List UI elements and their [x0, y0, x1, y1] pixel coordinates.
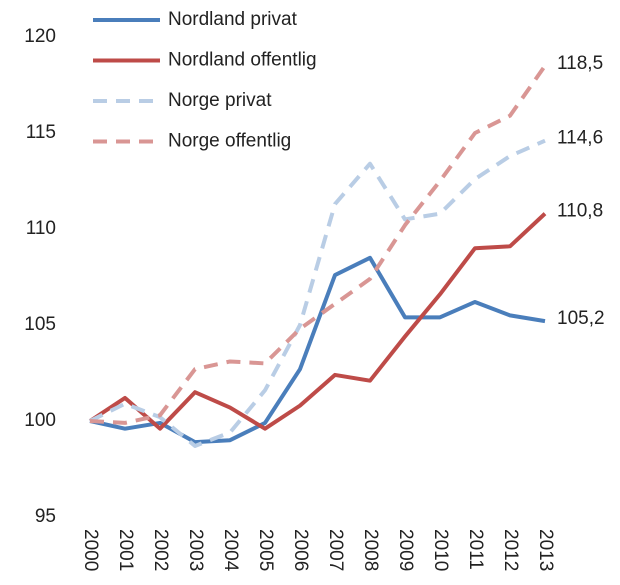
x-tick-label: 2012 [500, 529, 521, 571]
x-tick-label: 2005 [255, 529, 276, 571]
x-tick-label: 2009 [395, 529, 416, 571]
x-tick-label: 2008 [360, 529, 381, 571]
legend-label: Nordland privat [168, 9, 298, 30]
value-label: 110,8 [557, 201, 603, 222]
y-tick-label: 120 [24, 26, 56, 47]
series-line [89, 255, 546, 445]
series-line [88, 212, 547, 431]
x-tick-label: 2011 [465, 529, 486, 570]
legend-label: Nordland offentlig [168, 50, 317, 71]
x-tick-label: 2002 [150, 529, 171, 571]
x-tick-label: 2013 [535, 529, 556, 571]
value-label: 114,6 [557, 128, 603, 149]
y-tick-label: 95 [35, 506, 56, 527]
x-tick-label: 2006 [290, 529, 311, 571]
x-tick-label: 2000 [80, 529, 101, 571]
x-tick-label: 2010 [430, 529, 451, 571]
x-tick-label: 2007 [325, 529, 346, 571]
y-tick-label: 110 [26, 218, 56, 239]
y-tick-label: 100 [24, 410, 56, 431]
y-tick-label: 105 [24, 314, 56, 335]
series-line [89, 138, 546, 448]
y-tick-label: 115 [26, 122, 56, 143]
value-label: 105,2 [557, 308, 605, 329]
value-label: 118,5 [557, 53, 603, 74]
legend-label: Norge offentlig [168, 131, 291, 152]
x-tick-label: 2004 [220, 529, 241, 572]
series-line [89, 64, 547, 425]
x-tick-label: 2003 [185, 529, 206, 571]
legend-label: Norge privat [168, 90, 272, 111]
x-tick-label: 2001 [115, 529, 136, 571]
